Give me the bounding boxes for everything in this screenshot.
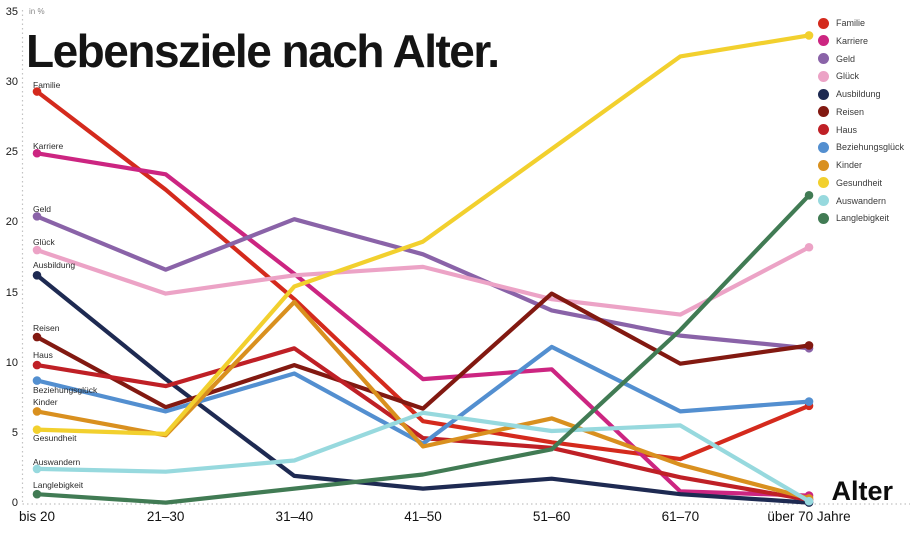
legend-label: Auswandern bbox=[836, 195, 887, 206]
series-line-ausbildung bbox=[34, 273, 812, 505]
legend-dot-icon bbox=[818, 53, 829, 64]
legend-label: Geld bbox=[836, 53, 856, 64]
series-label-ausbildung: Ausbildung bbox=[33, 260, 76, 271]
series-label-familie: Familie bbox=[33, 79, 61, 90]
legend-label: Beziehungsglück bbox=[836, 142, 905, 153]
legend-label: Kinder bbox=[836, 160, 863, 170]
legend-dot-icon bbox=[818, 159, 829, 171]
legend-label: Karriere bbox=[836, 35, 869, 46]
legend-item-kinder: Kinder bbox=[818, 158, 862, 172]
series-endpoint-langlebigkeit bbox=[32, 489, 42, 499]
legend-item-glück: Glück bbox=[818, 69, 859, 83]
series-endpoint-ausbildung bbox=[32, 271, 42, 280]
legend-label: Haus bbox=[836, 124, 858, 135]
series-endpoint-reisen bbox=[804, 341, 814, 350]
x-tick-label-7: über 70 Jahre bbox=[767, 509, 851, 524]
series-label-reisen: Reisen bbox=[33, 323, 60, 334]
series-endpoint-haus bbox=[32, 360, 42, 370]
legend-item-karriere: Karriere bbox=[818, 34, 868, 48]
series-label-auswandern: Auswandern bbox=[33, 456, 81, 467]
y-tick-label-30: 30 bbox=[5, 76, 18, 89]
series-label-haus: Haus bbox=[33, 350, 53, 361]
series-endpoint-beziehungsglück bbox=[804, 397, 814, 406]
chart-title: Lebensziele nach Alter. bbox=[26, 25, 500, 77]
series-endpoint-beziehungsglück bbox=[32, 376, 42, 385]
series-line-reisen bbox=[34, 291, 812, 411]
series-line-auswandern bbox=[34, 410, 812, 504]
series-label-glück: Glück bbox=[33, 237, 55, 248]
series-endpoint-glück bbox=[804, 242, 814, 252]
legend-label: Glück bbox=[836, 71, 860, 82]
series-label-karriere: Karriere bbox=[33, 141, 64, 152]
series-endpoint-gesundheit bbox=[804, 31, 814, 40]
y-tick-label-35: 35 bbox=[5, 5, 18, 18]
x-axis-title: Alter bbox=[831, 476, 893, 506]
series-label-gesundheit: Gesundheit bbox=[33, 432, 77, 443]
y-axis-unit-label: in % bbox=[29, 7, 45, 16]
series-label-beziehungsglück: Beziehungsglück bbox=[33, 384, 98, 395]
series-line-familie bbox=[34, 89, 812, 462]
y-tick-label-20: 20 bbox=[5, 216, 18, 229]
legend-item-reisen: Reisen bbox=[818, 105, 864, 119]
series-endpoint-langlebigkeit bbox=[804, 191, 814, 200]
series-line-haus bbox=[34, 346, 812, 502]
y-tick-label-10: 10 bbox=[5, 356, 18, 369]
y-tick-label-25: 25 bbox=[5, 146, 18, 159]
legend-dot-icon bbox=[818, 88, 829, 100]
series-line-langlebigkeit bbox=[34, 193, 812, 505]
y-tick-label-0: 0 bbox=[11, 497, 18, 509]
series-endpoint-auswandern bbox=[32, 464, 42, 474]
legend-dot-icon bbox=[818, 106, 829, 118]
legend-dot-icon bbox=[818, 70, 829, 82]
series-line-geld bbox=[34, 214, 812, 351]
series-label-langlebigkeit: Langlebigkeit bbox=[33, 480, 84, 491]
x-tick-label-5: 51–60 bbox=[532, 509, 571, 524]
x-tick-label-3: 31–40 bbox=[275, 509, 314, 524]
legend-dot-icon bbox=[818, 177, 829, 189]
series-endpoint-auswandern bbox=[804, 496, 814, 506]
legend-label: Familie bbox=[836, 18, 866, 28]
series-line-glück bbox=[34, 245, 812, 317]
legend-dot-icon bbox=[818, 35, 829, 47]
series-endpoint-geld bbox=[32, 212, 42, 221]
series-endpoint-karriere bbox=[32, 148, 42, 158]
legend-dot-icon bbox=[818, 195, 829, 206]
legend-dot-icon bbox=[818, 141, 829, 153]
legend-item-langlebigkeit: Langlebigkeit bbox=[818, 211, 889, 225]
legend-item-familie: Familie bbox=[818, 16, 865, 30]
legend-item-auswandern: Auswandern bbox=[818, 194, 886, 208]
legend-item-beziehungsglück: Beziehungsglück bbox=[818, 140, 904, 154]
legend-item-ausbildung: Ausbildung bbox=[818, 87, 881, 101]
series-label-kinder: Kinder bbox=[33, 397, 58, 408]
series-line-karriere bbox=[34, 151, 812, 498]
series-endpoint-reisen bbox=[32, 332, 42, 342]
x-tick-label-4: 41–50 bbox=[404, 509, 442, 524]
series-line-gesundheit bbox=[34, 33, 812, 436]
legend-dot-icon bbox=[818, 17, 829, 29]
legend-label: Langlebigkeit bbox=[836, 213, 890, 224]
series-label-geld: Geld bbox=[33, 204, 51, 215]
legend-item-geld: Geld bbox=[818, 52, 855, 66]
x-tick-label-6: 61–70 bbox=[661, 509, 700, 524]
series-endpoint-familie bbox=[32, 87, 42, 96]
series-endpoint-glück bbox=[32, 245, 42, 255]
series-endpoint-gesundheit bbox=[32, 425, 42, 434]
y-tick-label-5: 5 bbox=[11, 426, 18, 439]
legend-item-haus: Haus bbox=[818, 123, 857, 137]
legend-item-gesundheit: Gesundheit bbox=[818, 176, 882, 190]
x-tick-label-1: bis 20 bbox=[18, 509, 56, 524]
legend-dot-icon bbox=[818, 124, 829, 135]
legend-label: Reisen bbox=[836, 106, 865, 117]
series-endpoint-kinder bbox=[32, 407, 42, 416]
x-tick-label-2: 21–30 bbox=[146, 509, 185, 524]
legend-dot-icon bbox=[818, 212, 829, 224]
y-tick-label-15: 15 bbox=[5, 286, 18, 299]
legend-label: Gesundheit bbox=[836, 177, 883, 188]
legend-label: Ausbildung bbox=[836, 89, 881, 99]
